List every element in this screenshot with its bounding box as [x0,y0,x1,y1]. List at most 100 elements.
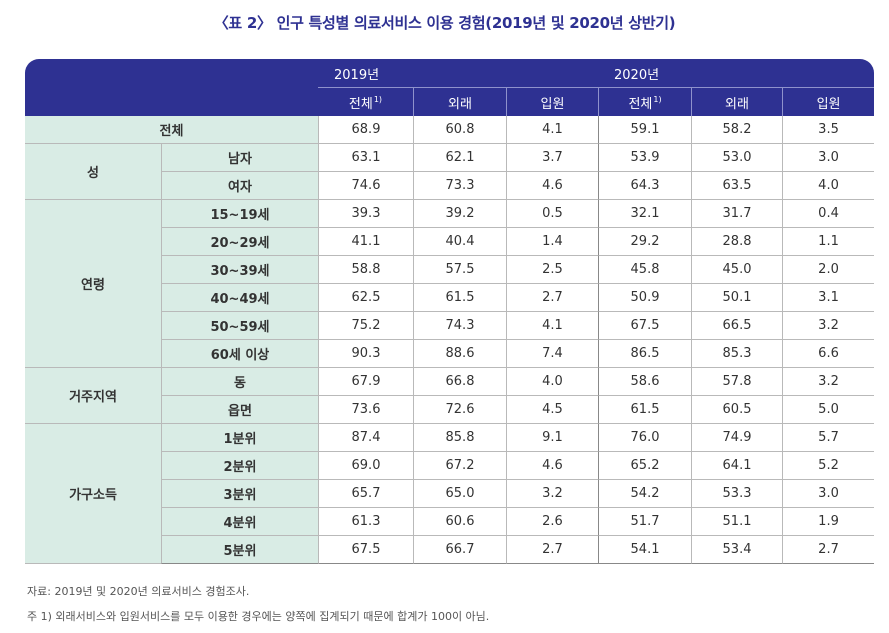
value-cell: 65.0 [413,480,506,508]
value-cell: 86.5 [598,340,692,368]
table-row: 성 남자 63.1 62.1 3.7 53.9 53.0 3.0 [25,144,875,200]
header-year-2020: 2020년 [598,59,875,87]
value-cell: 2.5 [506,256,599,284]
value-cell: 58.2 [691,116,783,144]
value-cell: 39.2 [413,200,506,228]
value-cell: 3.2 [782,312,875,340]
value-cell: 53.3 [691,480,783,508]
value-cell: 67.2 [413,452,506,480]
subcategory-label: 15~19세 [161,200,318,228]
subcategory-label: 동 [161,368,318,396]
value-cell: 74.6 [318,172,413,200]
value-cell: 5.2 [782,452,875,480]
value-cell: 5.7 [782,424,875,452]
subcategory-label: 30~39세 [161,256,318,284]
value-cell: 73.3 [413,172,506,200]
value-cell: 88.6 [413,340,506,368]
value-cell: 4.1 [506,312,599,340]
subcategory-label: 1분위 [161,424,318,452]
value-cell: 1.1 [782,228,875,256]
value-cell: 66.8 [413,368,506,396]
value-cell: 29.2 [598,228,692,256]
table-row: 여자 74.6 73.3 4.6 64.3 63.5 4.0 [25,172,875,200]
value-cell: 59.1 [598,116,692,144]
table-row: 3분위 65.7 65.0 3.2 54.2 53.3 3.0 [25,480,875,508]
value-cell: 2.7 [506,536,599,564]
value-cell: 53.4 [691,536,783,564]
value-cell: 61.5 [598,396,692,424]
value-cell: 4.6 [506,452,599,480]
table-row: 연령 15~19세 39.3 39.2 0.5 32.1 31.7 0.4 [25,200,875,368]
value-cell: 54.1 [598,536,692,564]
value-cell: 53.9 [598,144,692,172]
value-cell: 32.1 [598,200,692,228]
value-cell: 54.2 [598,480,692,508]
value-cell: 68.9 [318,116,413,144]
data-table: 2019년 2020년 전체1) 외래 입원 전체1) 외래 입원 전체 68.9… [25,59,875,564]
value-cell: 60.8 [413,116,506,144]
value-cell: 7.4 [506,340,599,368]
value-cell: 4.0 [782,172,875,200]
source-note: 자료: 2019년 및 2020년 의료서비스 경험조사. [27,585,250,598]
value-cell: 74.3 [413,312,506,340]
footnote: 주 1) 외래서비스와 입원서비스를 모두 이용한 경우에는 양쪽에 집계되기 … [27,610,490,623]
table-row: 가구소득 1분위 87.4 85.8 9.1 76.0 74.9 5.7 [25,424,875,564]
value-cell: 62.5 [318,284,413,312]
value-cell: 1.4 [506,228,599,256]
value-cell: 3.2 [506,480,599,508]
value-cell: 2.7 [782,536,875,564]
header-2019-total: 전체1) [318,87,413,116]
value-cell: 66.7 [413,536,506,564]
header-year-2019: 2019년 [318,59,599,87]
value-cell: 4.5 [506,396,599,424]
value-cell: 28.8 [691,228,783,256]
row-label-total: 전체 [25,116,318,144]
value-cell: 3.0 [782,480,875,508]
table-row: 2분위 69.0 67.2 4.6 65.2 64.1 5.2 [25,452,875,480]
value-cell: 61.5 [413,284,506,312]
value-cell: 0.4 [782,200,875,228]
value-cell: 4.6 [506,172,599,200]
value-cell: 74.9 [691,424,783,452]
value-cell: 3.7 [506,144,599,172]
value-cell: 65.2 [598,452,692,480]
subcategory-label: 20~29세 [161,228,318,256]
table-row: 60세 이상 90.3 88.6 7.4 86.5 85.3 6.6 [25,340,875,368]
table-row: 읍면 73.6 72.6 4.5 61.5 60.5 5.0 [25,396,875,424]
subcategory-label: 남자 [161,144,318,172]
value-cell: 4.1 [506,116,599,144]
value-cell: 4.0 [506,368,599,396]
category-label: 거주지역 [25,368,161,424]
value-cell: 50.9 [598,284,692,312]
value-cell: 67.5 [598,312,692,340]
table-row: 전체 68.9 60.8 4.1 59.1 58.2 3.5 [25,116,875,144]
value-cell: 66.5 [691,312,783,340]
value-cell: 3.0 [782,144,875,172]
value-cell: 2.7 [506,284,599,312]
value-cell: 60.5 [691,396,783,424]
value-cell: 51.7 [598,508,692,536]
value-cell: 64.3 [598,172,692,200]
value-cell: 85.8 [413,424,506,452]
value-cell: 3.1 [782,284,875,312]
value-cell: 87.4 [318,424,413,452]
table-row: 40~49세 62.5 61.5 2.7 50.9 50.1 3.1 [25,284,875,312]
value-cell: 57.8 [691,368,783,396]
subcategory-label: 2분위 [161,452,318,480]
subcategory-label: 읍면 [161,396,318,424]
table-body: 전체 68.9 60.8 4.1 59.1 58.2 3.5 성 남자 63.1 62.1 3.7 53… [25,116,875,564]
value-cell: 65.7 [318,480,413,508]
value-cell: 45.0 [691,256,783,284]
subcategory-label: 3분위 [161,480,318,508]
value-cell: 51.1 [691,508,783,536]
value-cell: 67.9 [318,368,413,396]
value-cell: 45.8 [598,256,692,284]
value-cell: 64.1 [691,452,783,480]
value-cell: 31.7 [691,200,783,228]
value-cell: 60.6 [413,508,506,536]
value-cell: 2.0 [782,256,875,284]
value-cell: 2.6 [506,508,599,536]
subcategory-label: 60세 이상 [161,340,318,368]
table-row: 거주지역 동 67.9 66.8 4.0 58.6 57.8 3.2 [25,368,875,424]
subcategory-label: 50~59세 [161,312,318,340]
